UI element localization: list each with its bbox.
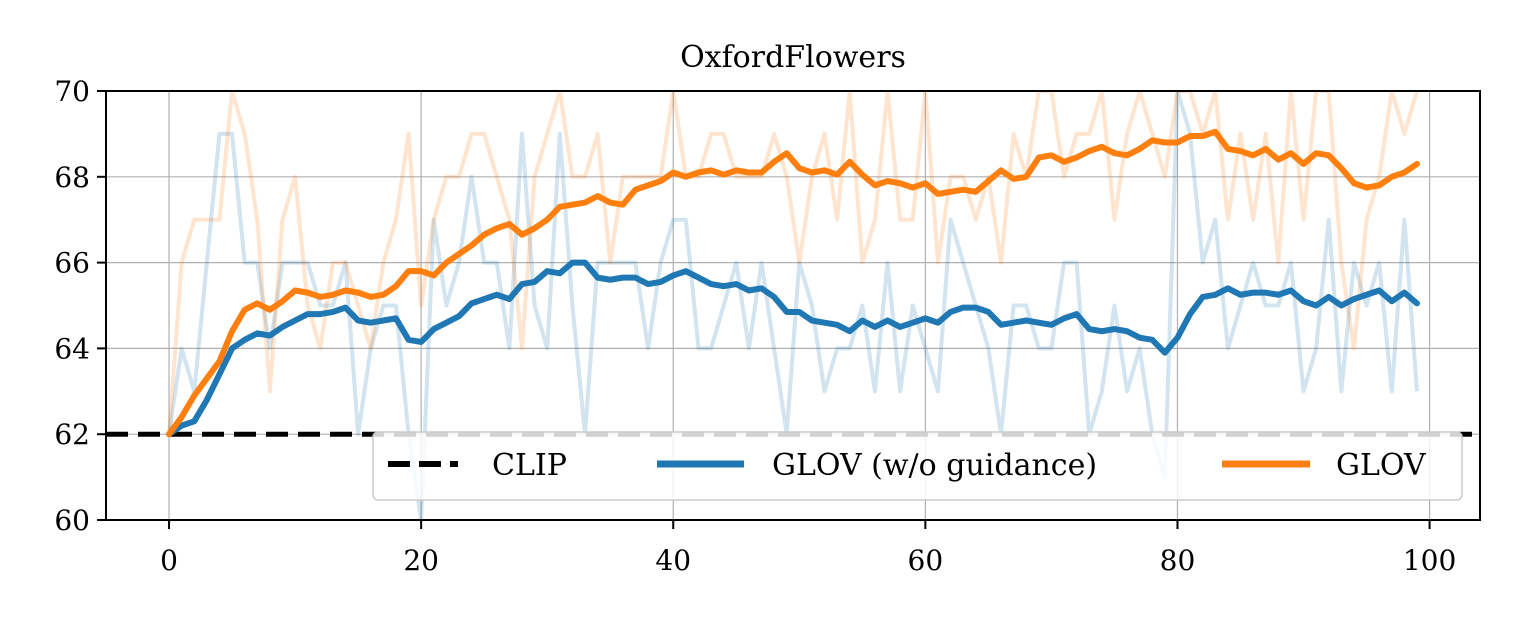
series-line-0 bbox=[166, 259, 1420, 438]
y-tick-label: 64 bbox=[54, 332, 90, 365]
legend-label-glov: GLOV bbox=[1336, 448, 1427, 483]
legend: CLIP GLOV (w/o guidance) GLOV bbox=[372, 431, 1463, 501]
series-line-1 bbox=[166, 128, 1420, 438]
x-tick-label: 80 bbox=[1160, 544, 1196, 577]
y-axis-ticks: 60 62 64 66 68 70 bbox=[54, 75, 106, 537]
y-tick-label: 62 bbox=[54, 418, 90, 451]
raw-series-line-1 bbox=[167, 91, 1419, 435]
smoothed-series-lines bbox=[166, 128, 1420, 438]
x-tick-label: 60 bbox=[908, 544, 944, 577]
x-tick-label: 20 bbox=[403, 544, 439, 577]
legend-label-clip: CLIP bbox=[492, 448, 567, 483]
y-tick-label: 68 bbox=[54, 161, 90, 194]
x-tick-label: 100 bbox=[1403, 544, 1456, 577]
x-tick-label: 0 bbox=[160, 544, 178, 577]
x-tick-label: 40 bbox=[655, 544, 691, 577]
legend-label-glov-wo-guidance: GLOV (w/o guidance) bbox=[772, 448, 1097, 483]
plot-frame bbox=[105, 90, 1481, 521]
raw-series-lines bbox=[167, 91, 1419, 520]
chart-title: OxfordFlowers bbox=[680, 40, 906, 75]
y-tick-label: 66 bbox=[54, 247, 90, 280]
raw-series-line-0 bbox=[167, 91, 1419, 520]
y-tick-label: 70 bbox=[54, 75, 90, 108]
y-tick-label: 60 bbox=[54, 504, 90, 537]
legend-box bbox=[372, 431, 1463, 501]
x-axis-ticks: 0 20 40 60 80 100 bbox=[160, 520, 1456, 577]
